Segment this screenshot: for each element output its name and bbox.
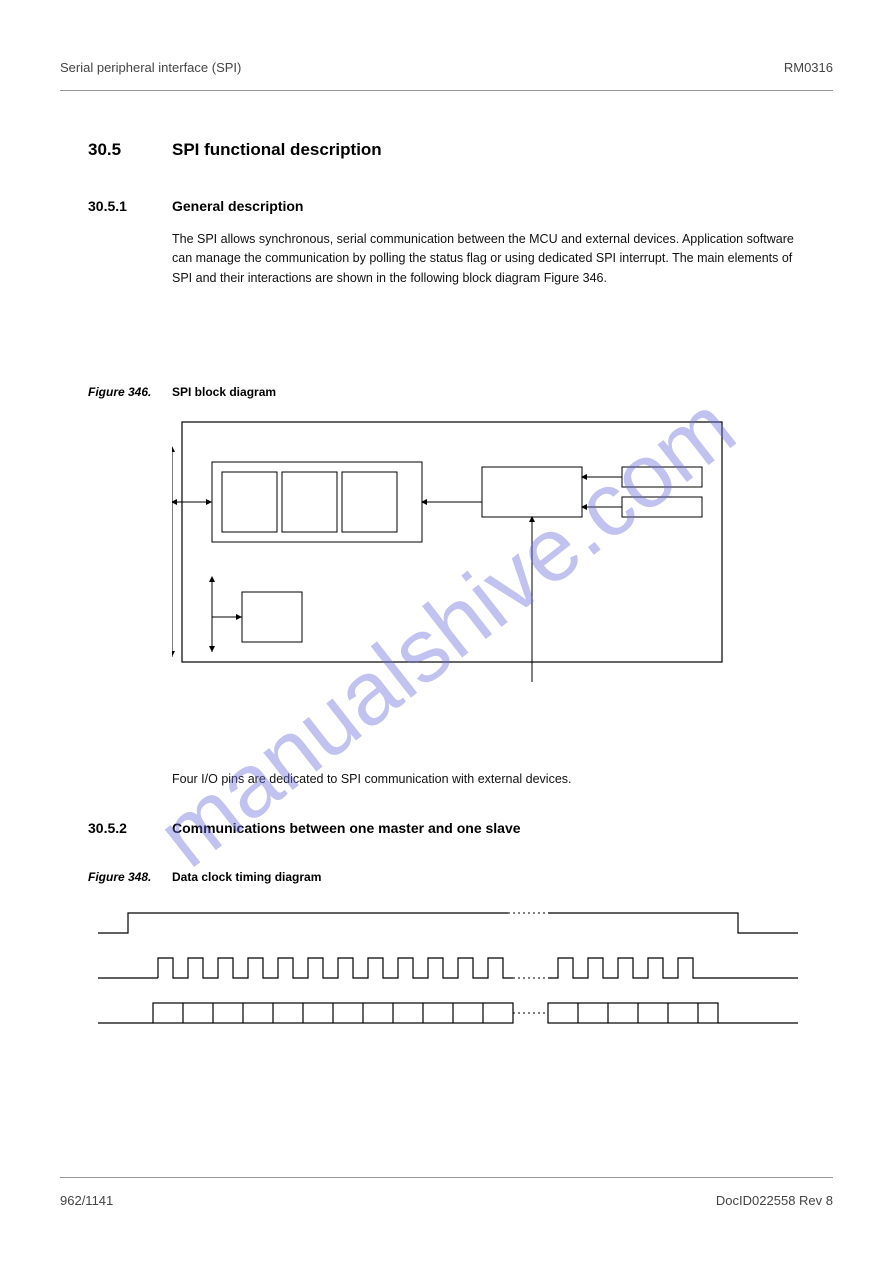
subsection-paragraph: The SPI allows synchronous, serial commu… [172, 230, 805, 288]
footer-right-text: DocID022558 Rev 8 [716, 1193, 833, 1208]
subsection-2-number: 30.5.2 [88, 820, 127, 836]
figure-2-caption-title: Data clock timing diagram [172, 870, 321, 884]
subsection-title: General description [172, 198, 303, 214]
figure-2-caption-number: Figure 348. [88, 870, 151, 884]
header-left-text: Serial peripheral interface (SPI) [60, 60, 241, 75]
footer-rule [60, 1177, 833, 1178]
header-right-text: RM0316 [784, 60, 833, 75]
figure-1-caption-title: SPI block diagram [172, 385, 276, 399]
section-number: 30.5 [88, 140, 121, 160]
paragraph-2: Four I/O pins are dedicated to SPI commu… [172, 770, 805, 789]
subsection-number: 30.5.1 [88, 198, 127, 214]
spi-block-diagram [172, 412, 732, 682]
subsection-2-title: Communications between one master and on… [172, 820, 521, 836]
figure-1-caption-number: Figure 346. [88, 385, 151, 399]
timing-diagram [88, 903, 808, 1043]
section-title: SPI functional description [172, 140, 382, 160]
footer-left-text: 962/1141 [60, 1193, 113, 1208]
header-rule [60, 90, 833, 91]
